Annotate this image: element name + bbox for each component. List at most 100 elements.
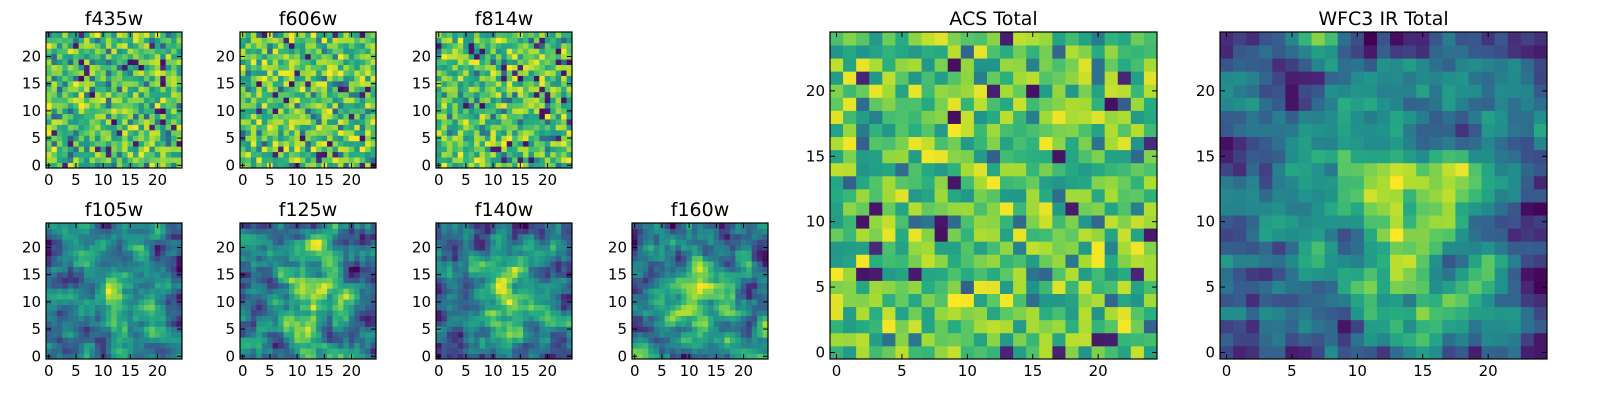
heatmap-cell	[490, 70, 497, 76]
heatmap-cell	[359, 342, 366, 349]
heatmap-cell	[495, 48, 502, 55]
heatmap-cell	[51, 304, 58, 311]
heatmap-cell	[457, 228, 464, 235]
heatmap-cell	[490, 233, 497, 240]
heatmap-cell	[78, 228, 85, 235]
heatmap-cell	[691, 331, 698, 338]
heatmap-cell	[56, 75, 63, 82]
heatmap-cell	[299, 119, 306, 125]
heatmap-cell	[267, 271, 274, 278]
heatmap-cell	[463, 261, 470, 267]
heatmap-cell	[550, 239, 557, 246]
heatmap-cell	[294, 124, 301, 131]
x-tick-label: 5	[461, 171, 471, 189]
heatmap-cell	[133, 310, 139, 316]
heatmap-cell	[78, 146, 85, 153]
heatmap-cell	[457, 331, 464, 338]
heatmap-cell	[648, 244, 655, 251]
heatmap-cell	[506, 113, 513, 120]
heatmap-cell	[757, 348, 763, 354]
heatmap-cell	[256, 75, 263, 82]
heatmap-cell	[490, 282, 497, 289]
heatmap-cell	[484, 124, 491, 131]
heatmap-cell	[1052, 202, 1066, 216]
heatmap-cell	[528, 342, 535, 349]
heatmap-cell	[463, 271, 470, 278]
heatmap-cell	[89, 288, 96, 295]
heatmap-cell	[165, 86, 172, 93]
heatmap-cell	[122, 261, 128, 267]
heatmap-cell	[512, 288, 518, 295]
heatmap-cell	[533, 304, 540, 311]
heatmap-cell	[288, 146, 295, 153]
heatmap-cell	[348, 42, 355, 49]
heatmap-cell	[501, 293, 508, 300]
heatmap-cell	[278, 119, 284, 125]
heatmap-cell	[138, 140, 145, 147]
heatmap-cell	[51, 282, 58, 289]
heatmap-cell	[468, 228, 475, 235]
heatmap-cell	[256, 140, 263, 147]
heatmap-cell	[67, 146, 74, 153]
heatmap-cell	[512, 75, 518, 82]
heatmap-cell	[653, 331, 660, 338]
heatmap-cell	[921, 345, 936, 360]
heatmap-cell	[149, 157, 156, 163]
heatmap-cell	[343, 315, 350, 322]
heatmap-cell	[856, 228, 870, 242]
heatmap-cell	[523, 75, 529, 82]
heatmap-cell	[73, 277, 80, 284]
heatmap-cell	[337, 310, 344, 316]
heatmap-cell	[305, 48, 312, 55]
heatmap-cell	[316, 277, 322, 284]
heatmap-cell	[283, 86, 290, 93]
heatmap-cell	[653, 261, 660, 267]
heatmap-cell	[321, 326, 328, 333]
heatmap-cell	[288, 129, 295, 136]
heatmap-cell	[62, 102, 69, 109]
heatmap-cell	[327, 326, 333, 333]
heatmap-cell	[555, 42, 562, 49]
heatmap-cell	[288, 342, 295, 349]
heatmap-cell	[267, 124, 274, 131]
heatmap-cell	[176, 59, 183, 66]
heatmap-cell	[457, 135, 464, 142]
heatmap-cell	[1143, 241, 1158, 255]
heatmap-cell	[740, 304, 747, 311]
x-tick-label: 20	[538, 362, 557, 380]
heatmap-cell	[746, 271, 753, 278]
heatmap-cell	[321, 59, 328, 66]
heatmap-cell	[348, 151, 355, 158]
heatmap-cell	[370, 228, 377, 235]
heatmap-cell	[283, 282, 290, 289]
heatmap-cell	[517, 135, 524, 142]
heatmap-cell	[501, 239, 508, 246]
heatmap-cell	[305, 320, 312, 327]
heatmap-cell	[479, 80, 486, 87]
heatmap-cell	[523, 124, 529, 131]
heatmap-cell	[261, 288, 268, 295]
heatmap-cell	[895, 175, 909, 190]
heatmap-cell	[719, 331, 725, 338]
heatmap-cell	[528, 48, 535, 55]
heatmap-cell	[62, 310, 69, 316]
heatmap-cell	[632, 320, 638, 327]
x-tick-label: 10	[484, 362, 503, 380]
heatmap-cell	[675, 331, 682, 338]
heatmap-cell	[294, 119, 301, 125]
heatmap-cell	[105, 48, 112, 55]
heatmap-cell	[986, 280, 1001, 294]
heatmap-cell	[544, 119, 551, 125]
heatmap-cell	[105, 353, 112, 360]
heatmap-cell	[288, 299, 295, 305]
heatmap-cell	[762, 233, 769, 240]
heatmap-cell	[100, 293, 107, 300]
heatmap-cell	[261, 59, 268, 66]
heatmap-cell	[468, 239, 475, 246]
heatmap-cell	[116, 102, 123, 109]
heatmap-cell	[479, 244, 486, 251]
heatmap-cell	[566, 48, 573, 55]
heatmap-cell	[149, 129, 156, 136]
heatmap-cell	[653, 310, 660, 316]
